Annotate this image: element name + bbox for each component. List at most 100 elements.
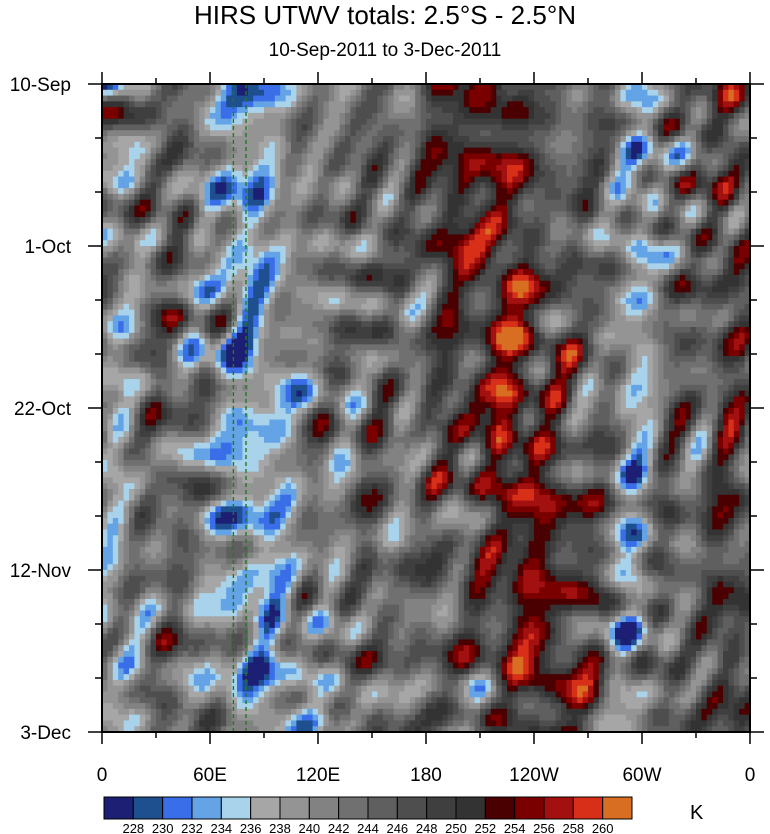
heatmap-cell xyxy=(485,84,492,91)
heatmap-cell xyxy=(204,240,211,247)
heatmap-cell xyxy=(150,315,157,322)
heatmap-cell xyxy=(280,136,287,143)
heatmap-cell xyxy=(118,292,125,299)
heatmap-cell xyxy=(577,118,584,126)
heatmap-cell xyxy=(426,222,432,230)
heatmap-cell xyxy=(274,124,281,131)
heatmap-cell xyxy=(577,182,584,189)
heatmap-cell xyxy=(431,165,438,172)
heatmap-cell xyxy=(426,136,432,143)
heatmap-cell xyxy=(307,269,314,276)
heatmap-cell xyxy=(372,298,378,305)
heatmap-cell xyxy=(350,234,357,241)
heatmap-cell xyxy=(420,257,427,264)
heatmap-cell xyxy=(345,153,351,160)
heatmap-cell xyxy=(382,107,389,114)
heatmap-cell xyxy=(372,274,378,282)
heatmap-cell xyxy=(442,124,449,131)
heatmap-cell xyxy=(382,321,389,328)
heatmap-cell xyxy=(674,298,681,305)
heatmap-cell xyxy=(582,240,589,247)
heatmap-cell xyxy=(361,141,368,149)
heatmap-cell xyxy=(593,298,600,305)
heatmap-cell xyxy=(393,112,400,120)
heatmap-cell xyxy=(555,269,562,276)
heatmap-cell xyxy=(328,228,335,236)
heatmap-cell xyxy=(307,251,314,259)
heatmap-cell xyxy=(701,176,708,183)
heatmap-cell xyxy=(177,136,184,143)
heatmap-cell xyxy=(615,170,621,178)
heatmap-cell xyxy=(528,130,535,137)
heatmap-cell xyxy=(318,170,324,178)
heatmap-cell xyxy=(134,84,141,91)
heatmap-cell xyxy=(712,101,719,108)
heatmap-cell xyxy=(534,141,540,149)
heatmap-cell xyxy=(647,222,654,230)
heatmap-cell xyxy=(490,222,497,230)
heatmap-cell xyxy=(723,176,729,183)
heatmap-cell xyxy=(409,199,416,207)
heatmap-cell xyxy=(134,269,141,276)
heatmap-cell xyxy=(372,147,378,155)
heatmap-cell xyxy=(404,141,411,149)
heatmap-cell xyxy=(112,199,119,207)
heatmap-cell xyxy=(463,315,470,322)
heatmap-cell xyxy=(463,321,470,328)
heatmap-cell xyxy=(253,107,260,114)
heatmap-cell xyxy=(377,240,384,247)
heatmap-cell xyxy=(247,89,254,97)
heatmap-cell xyxy=(663,228,670,236)
heatmap-cell xyxy=(512,170,519,178)
heatmap-cell xyxy=(258,170,265,178)
heatmap-cell xyxy=(426,141,432,149)
heatmap-cell xyxy=(593,263,600,270)
heatmap-cell xyxy=(420,321,427,328)
heatmap-cell xyxy=(247,280,254,288)
heatmap-cell xyxy=(625,165,632,172)
heatmap-cell xyxy=(188,199,195,207)
heatmap-cell xyxy=(571,240,578,247)
heatmap-cell xyxy=(139,118,146,126)
heatmap-cell xyxy=(393,246,400,253)
heatmap-cell xyxy=(220,222,227,230)
heatmap-cell xyxy=(490,251,497,259)
heatmap-cell xyxy=(372,170,378,178)
heatmap-cell xyxy=(404,159,411,166)
heatmap-cell xyxy=(253,251,260,259)
heatmap-cell xyxy=(291,89,297,97)
heatmap-cell xyxy=(404,251,411,259)
heatmap-cell xyxy=(145,286,152,293)
heatmap-cell xyxy=(690,286,697,293)
heatmap-cell xyxy=(193,315,200,322)
heatmap-cell xyxy=(458,170,465,178)
heatmap-cell xyxy=(426,205,432,212)
heatmap-cell xyxy=(474,292,481,299)
heatmap-cell xyxy=(604,147,611,155)
heatmap-cell xyxy=(274,147,281,155)
heatmap-cell xyxy=(199,257,206,264)
heatmap-cell xyxy=(112,298,119,305)
heatmap-cell xyxy=(728,303,735,311)
heatmap-cell xyxy=(161,199,168,207)
heatmap-cell xyxy=(566,315,573,322)
heatmap-cell xyxy=(685,222,692,230)
heatmap-cell xyxy=(366,112,373,120)
heatmap-cell xyxy=(258,211,265,218)
heatmap-cell xyxy=(625,246,632,253)
heatmap-cell xyxy=(566,118,573,126)
heatmap-cell xyxy=(118,176,125,183)
heatmap-cell xyxy=(118,274,125,282)
heatmap-cell xyxy=(409,107,416,114)
heatmap-cell xyxy=(625,118,632,126)
heatmap-cell xyxy=(463,211,470,218)
heatmap-cell xyxy=(712,303,719,311)
heatmap-cell xyxy=(296,176,303,183)
heatmap-cell xyxy=(112,112,119,120)
heatmap-cell xyxy=(426,101,432,108)
heatmap-cell xyxy=(571,292,578,299)
heatmap-cell xyxy=(204,89,211,97)
heatmap-cell xyxy=(388,257,395,264)
heatmap-cell xyxy=(485,257,492,264)
heatmap-cell xyxy=(458,228,465,236)
